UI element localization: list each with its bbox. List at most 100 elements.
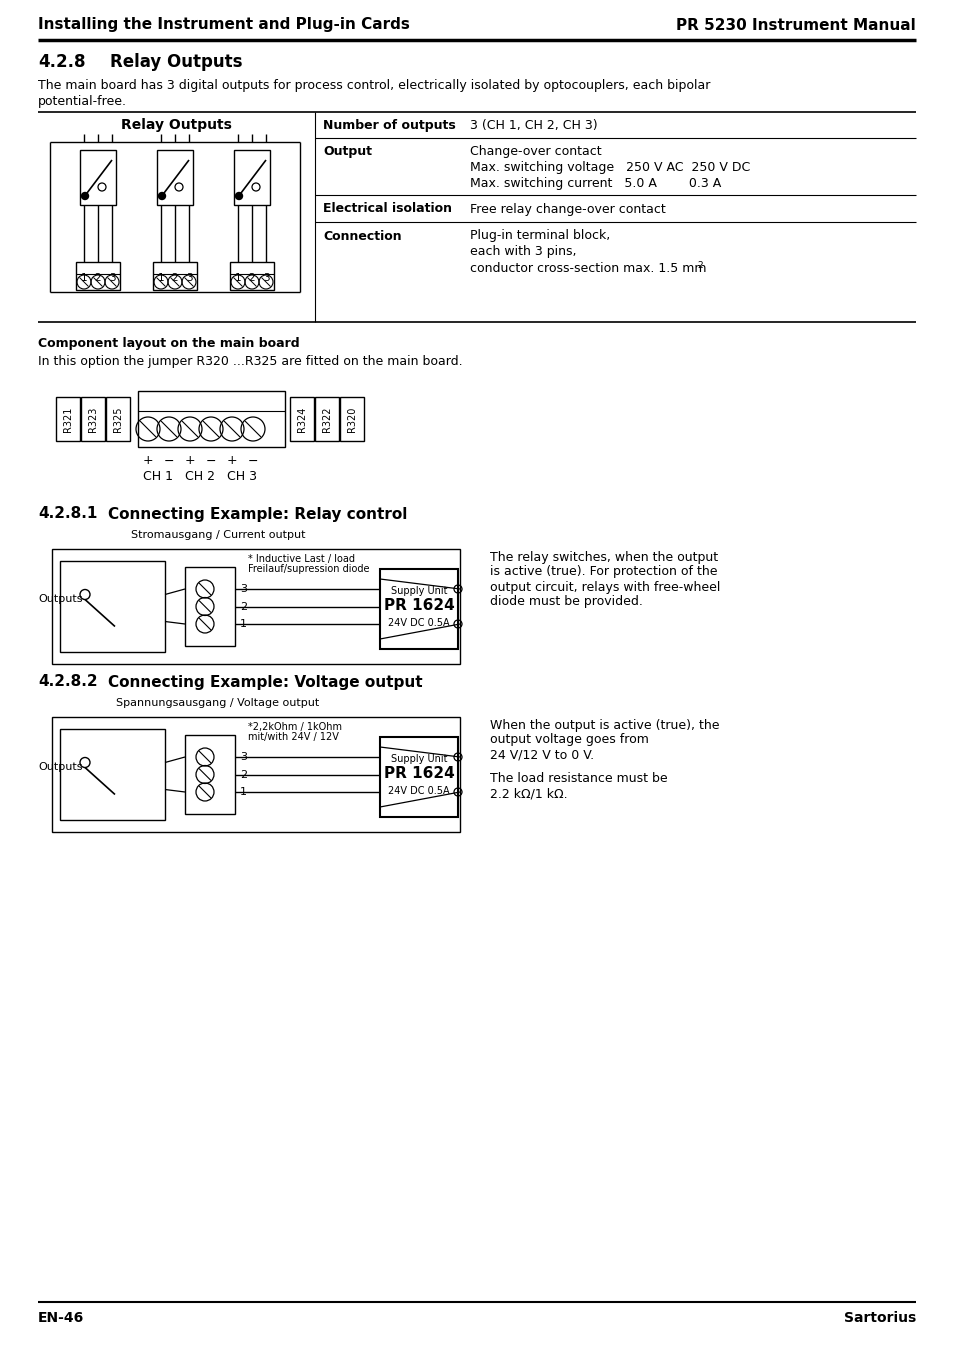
Text: is active (true). For protection of the: is active (true). For protection of the	[490, 566, 717, 579]
Text: Plug-in terminal block,: Plug-in terminal block,	[470, 230, 610, 243]
Bar	[339, 397, 364, 441]
Text: PR 1624: PR 1624	[383, 598, 454, 613]
Text: Outputs: Outputs	[38, 761, 82, 772]
Text: 2: 2	[697, 261, 702, 270]
Text: PR 1624: PR 1624	[383, 767, 454, 782]
Text: 3: 3	[240, 752, 247, 761]
Text: CH 2: CH 2	[185, 470, 214, 482]
Text: When the output is active (true), the: When the output is active (true), the	[490, 718, 719, 732]
Text: CH 3: CH 3	[227, 470, 256, 482]
Text: The relay switches, when the output: The relay switches, when the output	[490, 551, 718, 563]
Bar	[60, 729, 165, 819]
Text: 4.2.8: 4.2.8	[38, 53, 86, 72]
Bar	[52, 717, 459, 832]
Text: Component layout on the main board: Component layout on the main board	[38, 338, 299, 351]
Text: 1: 1	[81, 273, 88, 284]
Bar	[314, 397, 338, 441]
Text: Connecting Example: Voltage output: Connecting Example: Voltage output	[108, 675, 422, 690]
Text: Max. switching voltage   250 V AC  250 V DC: Max. switching voltage 250 V AC 250 V DC	[470, 162, 749, 174]
Bar	[138, 392, 285, 447]
Text: Supply Unit: Supply Unit	[391, 586, 447, 595]
Text: R324: R324	[296, 406, 307, 432]
Text: * Inductive Last / load: * Inductive Last / load	[248, 554, 355, 564]
Text: +: +	[185, 455, 195, 467]
Bar	[379, 737, 457, 817]
Bar	[76, 262, 120, 290]
Text: 3: 3	[262, 273, 269, 284]
Text: 4.2.8.2: 4.2.8.2	[38, 675, 97, 690]
Text: Connecting Example: Relay control: Connecting Example: Relay control	[108, 506, 407, 521]
Text: mit/with 24V / 12V: mit/with 24V / 12V	[248, 732, 338, 742]
Circle shape	[81, 193, 89, 200]
Text: 3: 3	[240, 585, 247, 594]
Bar	[52, 549, 459, 664]
Text: Outputs: Outputs	[38, 594, 82, 603]
Text: The load resistance must be: The load resistance must be	[490, 772, 667, 786]
Text: 2: 2	[249, 273, 255, 284]
Text: Spannungsausgang / Voltage output: Spannungsausgang / Voltage output	[116, 698, 319, 707]
Text: CH 1: CH 1	[143, 470, 172, 482]
Text: −: −	[248, 455, 258, 467]
Text: output voltage goes from: output voltage goes from	[490, 733, 648, 747]
Text: Relay Outputs: Relay Outputs	[110, 53, 242, 72]
Bar	[152, 262, 196, 290]
Circle shape	[158, 193, 165, 200]
Text: 3: 3	[186, 273, 193, 284]
Text: Sartorius: Sartorius	[842, 1311, 915, 1324]
Text: 2: 2	[172, 273, 178, 284]
Text: diode must be provided.: diode must be provided.	[490, 595, 642, 609]
Text: 2: 2	[94, 273, 101, 284]
Text: R320: R320	[347, 406, 356, 432]
Text: EN-46: EN-46	[38, 1311, 84, 1324]
Text: Number of outputs: Number of outputs	[323, 119, 456, 131]
Text: −: −	[206, 455, 216, 467]
Text: R323: R323	[88, 406, 98, 432]
Text: +: +	[143, 455, 153, 467]
Text: Change-over contact: Change-over contact	[470, 146, 601, 158]
Text: 1: 1	[157, 273, 164, 284]
Bar	[233, 150, 270, 205]
Text: 24 V/12 V to 0 V.: 24 V/12 V to 0 V.	[490, 748, 594, 761]
Text: R322: R322	[322, 406, 332, 432]
Text: potential-free.: potential-free.	[38, 95, 127, 108]
Circle shape	[235, 193, 242, 200]
Text: 1: 1	[234, 273, 241, 284]
Text: R321: R321	[63, 406, 73, 432]
Text: *2,2kOhm / 1kOhm: *2,2kOhm / 1kOhm	[248, 722, 341, 732]
Bar	[81, 397, 105, 441]
Bar	[185, 734, 234, 814]
Text: 1: 1	[240, 620, 247, 629]
Text: Supply Unit: Supply Unit	[391, 755, 447, 764]
Bar	[230, 262, 274, 290]
Bar	[80, 150, 116, 205]
Text: 2: 2	[240, 769, 247, 779]
Bar	[60, 562, 165, 652]
Text: Stromausgang / Current output: Stromausgang / Current output	[131, 531, 305, 540]
Text: Freilauf/supression diode: Freilauf/supression diode	[248, 564, 369, 574]
Text: 24V DC 0.5A: 24V DC 0.5A	[388, 786, 450, 796]
Text: Connection: Connection	[323, 230, 401, 243]
Text: 3 (CH 1, CH 2, CH 3): 3 (CH 1, CH 2, CH 3)	[470, 119, 597, 131]
Text: 2.2 kΩ/1 kΩ.: 2.2 kΩ/1 kΩ.	[490, 787, 567, 801]
Text: 24V DC 0.5A: 24V DC 0.5A	[388, 618, 450, 628]
Text: 4.2.8.1: 4.2.8.1	[38, 506, 97, 521]
Text: R325: R325	[112, 406, 123, 432]
Text: PR 5230 Instrument Manual: PR 5230 Instrument Manual	[676, 18, 915, 32]
Text: 3: 3	[109, 273, 115, 284]
Bar	[56, 397, 80, 441]
Text: Max. switching current   5.0 A        0.3 A: Max. switching current 5.0 A 0.3 A	[470, 177, 720, 190]
Text: 1: 1	[240, 787, 247, 796]
Text: Relay Outputs: Relay Outputs	[121, 117, 232, 132]
Bar	[157, 150, 193, 205]
Bar	[379, 568, 457, 649]
Text: Installing the Instrument and Plug-in Cards: Installing the Instrument and Plug-in Ca…	[38, 18, 410, 32]
Text: conductor cross-section max. 1.5 mm: conductor cross-section max. 1.5 mm	[470, 262, 706, 274]
Text: Free relay change-over contact: Free relay change-over contact	[470, 202, 665, 216]
Bar	[185, 567, 234, 647]
Text: 2: 2	[240, 602, 247, 612]
Text: +: +	[227, 455, 237, 467]
Bar	[106, 397, 130, 441]
Text: The main board has 3 digital outputs for process control, electrically isolated : The main board has 3 digital outputs for…	[38, 78, 710, 92]
Text: each with 3 pins,: each with 3 pins,	[470, 246, 576, 258]
Text: Electrical isolation: Electrical isolation	[323, 202, 452, 216]
